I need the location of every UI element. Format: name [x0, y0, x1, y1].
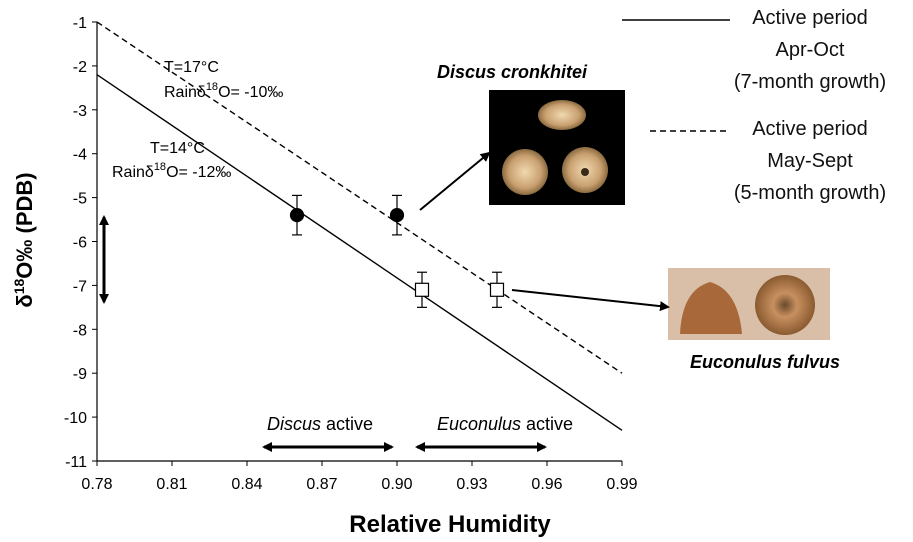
- legend-label: Active period Apr-Oct (7-month growth): [733, 7, 887, 93]
- x-tick-label: 0.99: [606, 476, 637, 493]
- discus-photo: [489, 90, 625, 205]
- x-tick-label: 0.87: [306, 476, 337, 493]
- arrow: [511, 289, 670, 312]
- activity-italic: Euconulus: [437, 414, 521, 434]
- y-tick-label: -6: [73, 235, 87, 252]
- y-tick-label: -9: [73, 366, 87, 383]
- activity-italic: Discus: [267, 414, 321, 434]
- annotation-part: O= -12‰: [166, 164, 231, 181]
- annotation-sup: 18: [154, 161, 166, 173]
- series-line: [96, 21, 623, 374]
- y-tick-label: -4: [73, 147, 87, 164]
- y-axis-title-part: O‰ (PDB): [12, 172, 37, 278]
- activity-text: active: [526, 414, 573, 434]
- legend-label: Active period May-Sept (5-month growth): [733, 118, 887, 204]
- annotation-part: Rainδ: [164, 84, 206, 101]
- annotation-part: O= -10‰: [218, 84, 283, 101]
- y-tick-label: -5: [73, 191, 87, 208]
- y-tick-label: -2: [73, 59, 87, 76]
- series-line: [96, 74, 623, 431]
- annotation-sup: 18: [206, 81, 218, 93]
- activity-text: active: [326, 414, 373, 434]
- annotation: Rainδ18O= -12‰: [112, 161, 231, 181]
- x-axis-title: Relative Humidity: [349, 511, 551, 538]
- x-tick-label: 0.96: [531, 476, 562, 493]
- y-tick-label: -3: [73, 103, 87, 120]
- euconulus-photo: [668, 268, 830, 340]
- x-tick-label: 0.90: [381, 476, 412, 493]
- x-tick-label: 0.84: [231, 476, 262, 493]
- species-label: Discus cronkhitei: [437, 62, 588, 82]
- point: [289, 208, 305, 223]
- arrow: [419, 151, 491, 211]
- annotation-title: T=14°C: [150, 140, 205, 157]
- y-axis-title: δ18O‰ (PDB): [11, 172, 37, 307]
- annotation-part: Rainδ: [112, 164, 154, 181]
- annotation: Rainδ18O= -10‰: [164, 81, 283, 101]
- y-axis-title-sup: 18: [11, 278, 27, 294]
- x-tick-label: 0.93: [456, 476, 487, 493]
- annotation-title: T=17°C: [164, 59, 219, 76]
- y-tick-label: -11: [65, 454, 87, 471]
- y-tick-label: -8: [73, 322, 87, 339]
- activity-label: Euconulus active: [437, 414, 573, 434]
- y-tick-label: -7: [73, 278, 87, 295]
- y-axis-title-part: δ: [12, 294, 37, 307]
- point: [489, 282, 505, 297]
- point: [414, 282, 430, 297]
- y-tick-label: -10: [64, 410, 87, 427]
- x-tick-label: 0.78: [81, 476, 112, 493]
- activity-label: Discus active: [267, 414, 373, 434]
- point: [389, 208, 405, 223]
- y-tick-label: -1: [73, 15, 87, 32]
- x-tick-label: 0.81: [156, 476, 187, 493]
- species-label: Euconulus fulvus: [690, 352, 840, 372]
